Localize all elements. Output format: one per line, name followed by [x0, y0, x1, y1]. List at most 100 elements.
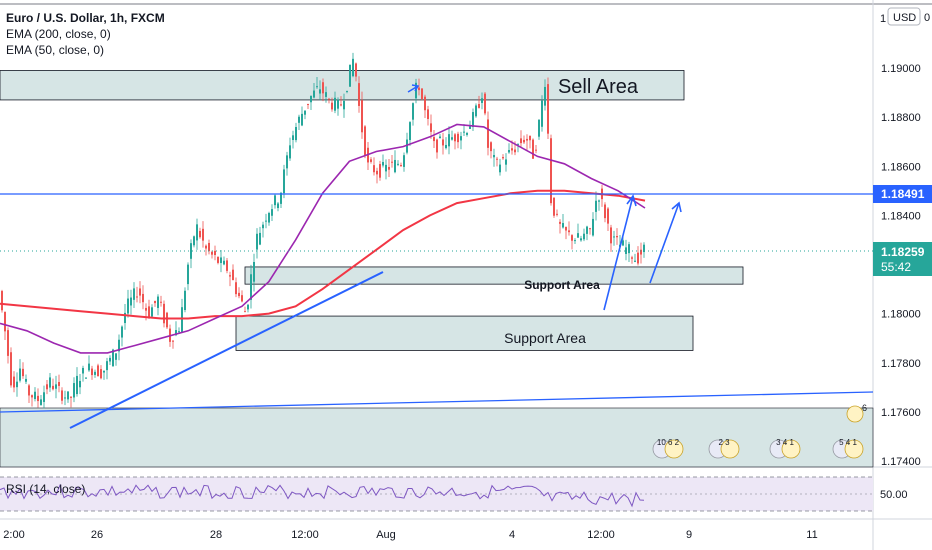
candle — [436, 138, 438, 159]
economic-event-badge[interactable]: 3 4 1 — [769, 438, 801, 459]
candle — [400, 162, 402, 168]
candle — [328, 97, 330, 104]
candle — [577, 223, 579, 238]
last-price-tag: 1.18259 55:42 — [873, 242, 932, 276]
candle — [361, 91, 363, 139]
candle — [34, 387, 36, 402]
candle — [427, 105, 429, 126]
candle — [61, 387, 63, 405]
candle — [43, 385, 45, 409]
zone-2[interactable] — [235, 315, 694, 351]
candle — [499, 158, 501, 176]
candle — [298, 114, 300, 130]
candle — [355, 62, 357, 82]
candle — [634, 253, 636, 263]
candle — [418, 78, 420, 96]
arrow-up-right[interactable] — [649, 201, 682, 284]
ema50-line[interactable] — [0, 123, 646, 354]
lower-zone[interactable] — [0, 407, 874, 468]
svg-text:6: 6 — [862, 403, 867, 413]
candle — [466, 131, 468, 137]
long-trend-line[interactable] — [0, 391, 874, 413]
x-tick-label: 26 — [91, 529, 103, 541]
candle — [163, 300, 165, 328]
candle — [136, 286, 138, 303]
x-tick-label: 12:00 — [291, 529, 319, 541]
candle — [640, 242, 642, 264]
candle — [331, 97, 333, 112]
candle — [346, 90, 348, 94]
candle — [487, 111, 489, 156]
candle — [292, 130, 294, 149]
y-tick-label: 1.18800 — [881, 112, 921, 124]
svg-text:3 4 1: 3 4 1 — [776, 438, 794, 447]
candle — [391, 154, 393, 168]
candle — [562, 214, 564, 229]
zone-0[interactable] — [0, 70, 685, 101]
y-tick-label: 1.17400 — [881, 456, 921, 468]
ema50-legend[interactable]: EMA (50, close, 0) — [6, 43, 105, 57]
candle — [16, 372, 18, 397]
candle — [565, 226, 567, 240]
candle — [82, 365, 84, 382]
zone-1[interactable] — [244, 266, 744, 285]
candle — [550, 134, 552, 206]
y-tick-label: 1.17600 — [881, 407, 921, 419]
economic-event-badge[interactable]: 6 — [846, 403, 867, 423]
candle — [178, 327, 180, 333]
candle — [130, 289, 132, 315]
candle — [559, 219, 561, 234]
rising-trend-line[interactable] — [69, 271, 384, 429]
candle — [208, 239, 210, 255]
economic-event-badge[interactable]: 10 6 2 — [652, 438, 684, 459]
candle — [49, 372, 51, 392]
candle — [541, 95, 543, 132]
candle — [613, 230, 615, 246]
candle — [352, 52, 354, 78]
candle — [631, 255, 633, 264]
candle — [28, 383, 30, 404]
candle — [478, 95, 480, 109]
candle — [373, 157, 375, 176]
candle — [274, 194, 276, 209]
candle — [493, 148, 495, 167]
candle — [304, 110, 306, 120]
candle — [616, 228, 618, 245]
currency-selector[interactable]: USD 0 1 — [880, 7, 930, 26]
countdown-text: 55:42 — [881, 260, 911, 274]
candle — [310, 95, 312, 110]
candle — [307, 103, 309, 109]
candle — [445, 137, 447, 150]
candle — [571, 234, 573, 250]
rsi-title: RSI (14, close) — [6, 482, 85, 496]
symbol-title[interactable]: Euro / U.S. Dollar, 1h, FXCM — [6, 11, 165, 25]
candle — [610, 224, 612, 252]
ema200-line[interactable] — [0, 189, 646, 320]
ema200-legend[interactable]: EMA (200, close, 0) — [6, 27, 111, 41]
candle — [88, 355, 90, 372]
economic-event-badge[interactable]: 2 3 — [708, 438, 740, 459]
candle — [388, 159, 390, 178]
candle — [556, 209, 558, 217]
arrow-up-small[interactable] — [407, 84, 420, 93]
candle — [547, 77, 549, 140]
candle — [232, 264, 234, 281]
candle — [454, 133, 456, 150]
candle — [58, 374, 60, 393]
candle — [172, 340, 174, 349]
candle — [127, 289, 129, 318]
candle — [625, 239, 627, 261]
candle — [253, 253, 255, 292]
economic-event-badge[interactable]: 5 4 1 — [832, 438, 864, 459]
candle — [628, 241, 630, 263]
candle — [220, 250, 222, 273]
arrow-up-left[interactable] — [603, 194, 637, 311]
candle — [103, 370, 105, 380]
candle — [250, 264, 252, 309]
axis-marker: 1 — [880, 13, 886, 25]
candle — [526, 134, 528, 150]
candle — [319, 80, 321, 101]
candle — [583, 228, 585, 242]
